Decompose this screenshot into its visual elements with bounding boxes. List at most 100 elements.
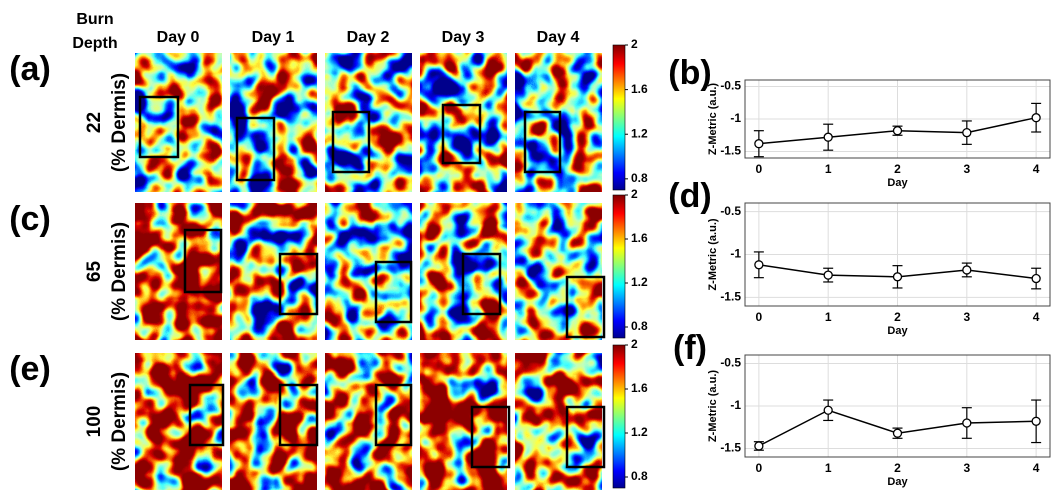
heatmap <box>515 353 602 490</box>
x-tick-label: 3 <box>963 310 970 324</box>
y-tick-label: -0.5 <box>720 79 741 93</box>
x-tick-label: 0 <box>756 162 763 176</box>
roi-box <box>565 275 606 339</box>
data-point <box>892 272 903 282</box>
colorbar-tick-label: 0.8 <box>631 171 648 185</box>
colorbar-tick-label: 1.6 <box>631 231 648 245</box>
x-tick-label: 4 <box>1033 461 1040 475</box>
panel-label: (d) <box>668 177 711 215</box>
roi-box <box>565 405 606 469</box>
plot-frame <box>744 354 1051 458</box>
column-header: Day 2 <box>347 29 390 46</box>
colorbar-tick-label: 1.6 <box>631 381 648 395</box>
colorbar-tick-label: 1.2 <box>631 275 648 289</box>
heatmap <box>135 353 222 490</box>
x-tick-label: 2 <box>894 162 901 176</box>
roi-box <box>470 405 511 469</box>
panel-label: (a) <box>9 50 51 88</box>
depth-value: 22 <box>84 112 105 133</box>
panel-label: (b) <box>668 54 711 92</box>
colorbar-tick-label: 1.2 <box>631 425 648 439</box>
depth-unit: (% Dermis) <box>109 73 130 172</box>
roi-box <box>183 228 223 294</box>
roi-box <box>374 260 413 324</box>
data-point <box>962 418 972 428</box>
heatmap <box>135 203 222 340</box>
x-tick-label: 0 <box>756 461 763 475</box>
depth-value: 100 <box>84 406 105 438</box>
y-tick-label: -1 <box>730 111 741 125</box>
roi-box <box>138 95 180 159</box>
column-header: Day 0 <box>157 29 200 46</box>
y-tick-label: -1.5 <box>720 441 741 455</box>
y-tick-label: -0.5 <box>720 204 741 218</box>
x-tick-label: 1 <box>825 310 832 324</box>
heatmap <box>515 203 602 340</box>
panel-label: (c) <box>9 200 51 238</box>
roi-box <box>441 103 482 165</box>
x-tick-label: 4 <box>1033 162 1040 176</box>
colorbar-tick-label: 2 <box>631 37 638 51</box>
y-axis-label: Z-Metric (a.u.) <box>707 83 719 155</box>
panel-label: (f) <box>673 329 707 367</box>
data-point <box>823 132 833 142</box>
data-point <box>754 260 764 270</box>
heatmap <box>325 203 412 340</box>
depth-unit: (% Dermis) <box>109 222 130 321</box>
y-tick-label: -1.5 <box>720 290 741 304</box>
y-tick-label: -0.5 <box>720 356 741 370</box>
colorbar-tick-label: 0.8 <box>631 319 648 333</box>
column-header: Day 4 <box>537 29 580 46</box>
roi-box <box>461 252 502 316</box>
roi-box <box>278 383 319 447</box>
depth-unit: (% Dermis) <box>109 372 130 471</box>
y-tick-label: -1 <box>730 398 741 412</box>
roi-box <box>374 383 413 447</box>
x-tick-label: 4 <box>1033 310 1040 324</box>
colorbar-tick-label: 2 <box>631 187 638 201</box>
colorbar-tick-label: 1.2 <box>631 126 648 140</box>
data-point <box>823 270 833 280</box>
roi-box <box>235 116 276 182</box>
heatmap <box>230 203 317 340</box>
y-axis-label: Z-Metric (a.u.) <box>707 370 719 442</box>
data-point <box>1031 113 1041 123</box>
x-tick-label: 2 <box>894 461 901 475</box>
colorbar <box>612 44 626 191</box>
heatmap <box>325 353 412 490</box>
x-tick-label: 0 <box>756 310 763 324</box>
roi-box <box>523 110 562 174</box>
x-tick-label: 1 <box>825 461 832 475</box>
x-axis-label: Day <box>887 325 908 337</box>
x-tick-label: 1 <box>825 162 832 176</box>
x-axis-label: Day <box>887 177 908 189</box>
column-header: Day 1 <box>252 29 295 46</box>
roi-box <box>331 110 371 174</box>
y-axis-label: Z-Metric (a.u.) <box>707 218 719 290</box>
depth-header: Depth <box>72 35 117 52</box>
data-point <box>754 139 764 149</box>
data-point <box>892 428 903 438</box>
colorbar-tick-label: 2 <box>631 337 638 351</box>
panel-label: (e) <box>9 350 51 388</box>
y-tick-label: -1.5 <box>720 144 741 158</box>
roi-box <box>188 383 225 447</box>
plot-frame <box>744 202 1051 307</box>
depth-header: Burn <box>76 11 113 28</box>
data-point <box>1031 416 1041 426</box>
heatmap <box>420 53 507 192</box>
x-axis-label: Day <box>887 476 908 488</box>
column-header: Day 3 <box>442 29 485 46</box>
colorbar-tick-label: 0.8 <box>631 469 648 483</box>
colorbar-tick-label: 1.6 <box>631 82 648 96</box>
depth-value: 65 <box>84 261 105 283</box>
data-point <box>754 441 764 451</box>
data-point <box>892 126 903 136</box>
heatmap <box>230 353 317 490</box>
y-tick-label: -1 <box>730 247 741 261</box>
x-tick-label: 3 <box>963 461 970 475</box>
colorbar <box>612 344 626 489</box>
data-point <box>962 265 972 275</box>
data-point <box>962 127 972 138</box>
x-tick-label: 2 <box>894 310 901 324</box>
